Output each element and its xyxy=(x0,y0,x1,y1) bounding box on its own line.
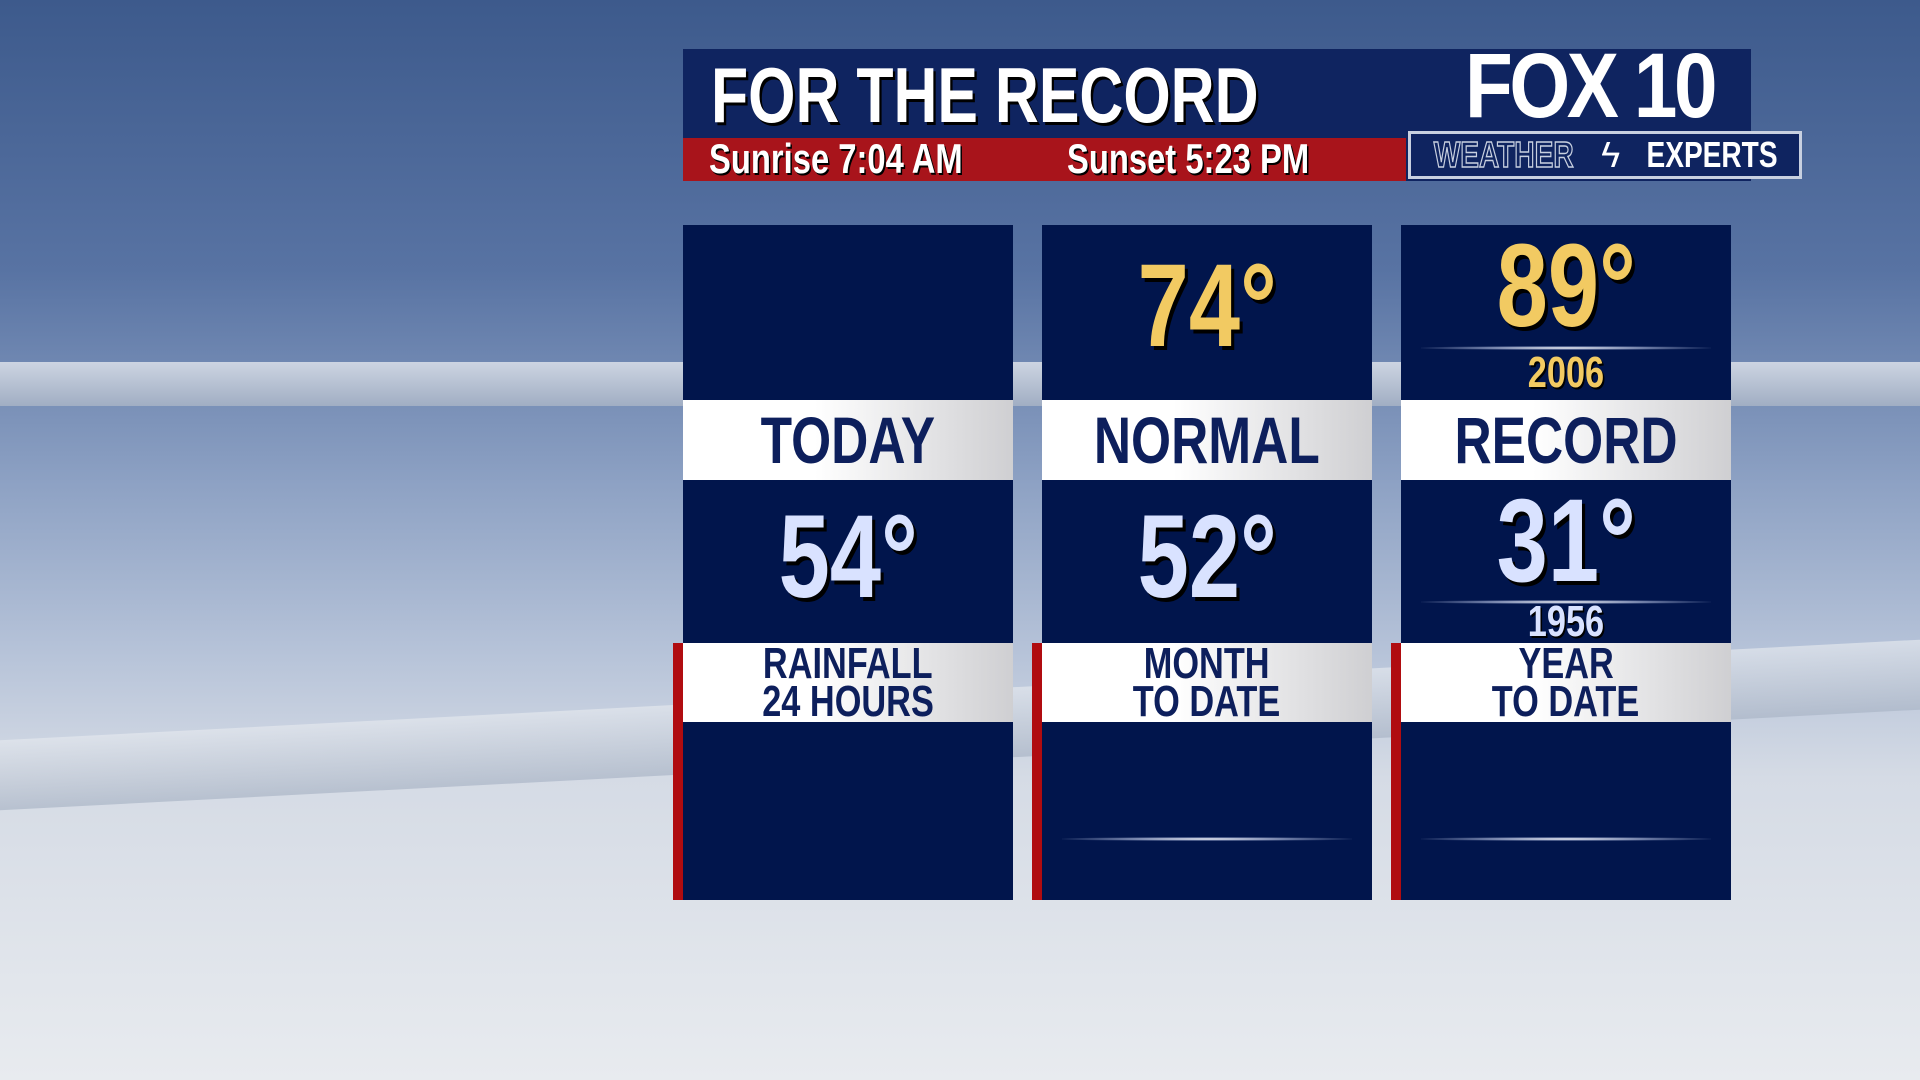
record-high-temperature: 89° xyxy=(1496,220,1636,352)
weather-experts-logo: WEATHER ϟ EXPERTS xyxy=(1408,131,1802,179)
divider-glow xyxy=(1421,837,1711,841)
rain-label-line1: YEAR xyxy=(1518,638,1614,688)
divider-glow xyxy=(1421,346,1711,350)
column-label: RECORD xyxy=(1454,403,1678,477)
today-column: TODAY 54° RAINFALL 24 HOURS xyxy=(673,225,1013,900)
column-label: TODAY xyxy=(760,403,936,477)
lightning-bolt-icon: ϟ xyxy=(1601,134,1621,175)
low-temperature: 54° xyxy=(778,491,918,623)
high-temperature: 74° xyxy=(1137,240,1277,372)
sunset-time: Sunset 5:23 PM xyxy=(1067,135,1310,182)
record-low-temperature: 31° xyxy=(1496,475,1636,607)
logo-weather-text: WEATHER xyxy=(1433,134,1574,176)
red-accent xyxy=(1032,643,1042,900)
red-accent xyxy=(673,643,683,900)
rain-label-line1: RAINFALL xyxy=(763,638,933,688)
fox10-logo: FOX 10 xyxy=(1465,35,1717,137)
rain-label-line2: TO DATE xyxy=(1133,676,1281,726)
rain-label-line2: TO DATE xyxy=(1492,676,1640,726)
red-accent xyxy=(1391,643,1401,900)
sun-times-bar xyxy=(683,138,1406,181)
record-low-year: 1956 xyxy=(1527,597,1605,646)
title-banner: FOR THE RECORD Sunrise 7:04 AM Sunset 5:… xyxy=(683,49,1751,181)
page-title: FOR THE RECORD xyxy=(711,51,1259,139)
rain-label-line2: 24 HOURS xyxy=(762,676,934,726)
rain-label-line1: MONTH xyxy=(1144,638,1270,688)
column-label: NORMAL xyxy=(1094,403,1320,477)
logo-experts-text: EXPERTS xyxy=(1646,134,1778,175)
record-column: 89° 2006 RECORD 31° 1956 YEAR TO DATE xyxy=(1391,220,1731,900)
normal-column: 74° NORMAL 52° MONTH TO DATE xyxy=(1032,225,1372,900)
low-temperature: 52° xyxy=(1137,491,1277,623)
sunrise-time: Sunrise 7:04 AM xyxy=(709,135,963,182)
record-high-year: 2006 xyxy=(1527,348,1605,397)
divider-glow xyxy=(1062,837,1352,841)
divider-glow xyxy=(1421,600,1711,604)
